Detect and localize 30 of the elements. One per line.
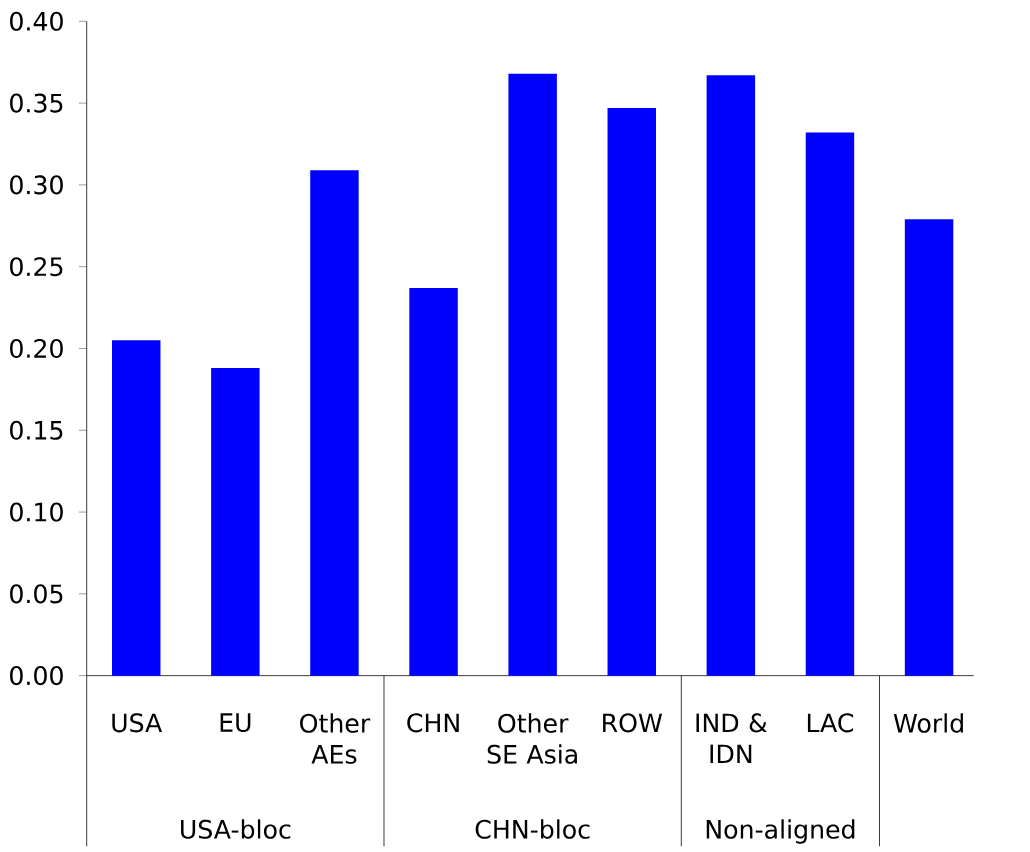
y-tick-label: 0.25 <box>10 257 63 277</box>
x-tick-label: Other SE Asia <box>487 713 577 764</box>
bar <box>409 287 458 676</box>
bar <box>211 368 260 676</box>
y-tick-label: 0.20 <box>10 338 63 358</box>
x-tick-label: ROW <box>603 713 663 733</box>
bar <box>112 340 161 676</box>
bar <box>706 75 756 676</box>
x-tick-label: Other AEs <box>300 713 371 764</box>
y-tick-label: 0.35 <box>10 93 63 113</box>
bar <box>508 73 557 676</box>
bar <box>904 219 954 676</box>
x-tick-label: EU <box>220 713 251 732</box>
x-tick-label: USA <box>112 713 163 733</box>
y-tick-label: 0.00 <box>10 666 63 686</box>
y-tick-label: 0.30 <box>10 175 63 195</box>
x-tick-label: World <box>893 713 963 733</box>
x-tick-label: LAC <box>807 713 854 733</box>
bar <box>607 107 656 676</box>
x-tick-label: IND & IDN <box>696 713 767 763</box>
text: USA-bloc <box>181 819 291 839</box>
y-tick-label: 0.40 <box>10 11 63 31</box>
x-tick-label: CHN <box>407 713 459 733</box>
text: Non-aligned <box>706 819 855 844</box>
bar <box>310 170 359 676</box>
y-tick-label: 0.05 <box>10 584 63 604</box>
y-tick-label: 0.15 <box>10 420 63 440</box>
bar <box>805 132 855 676</box>
text: CHN-bloc <box>475 819 590 839</box>
y-tick-label: 0.10 <box>10 502 63 522</box>
